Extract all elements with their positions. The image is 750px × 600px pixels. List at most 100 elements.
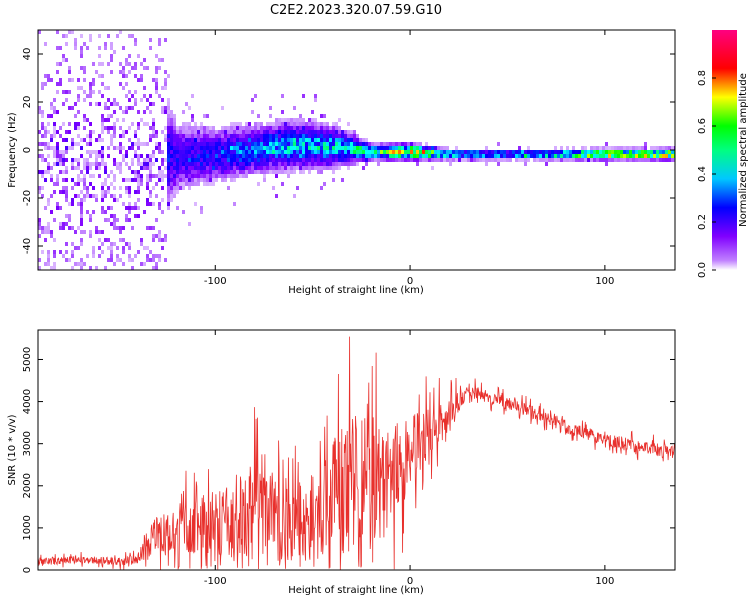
heatmap-cell	[101, 250, 104, 254]
heatmap-cell	[113, 174, 116, 178]
heatmap-cell	[335, 166, 338, 170]
heatmap-cell	[62, 222, 65, 226]
heatmap-cell	[569, 154, 572, 158]
heatmap-cell	[197, 166, 200, 170]
heatmap-cell	[368, 142, 371, 146]
heatmap-cell	[311, 118, 314, 122]
heatmap-cell	[152, 254, 155, 258]
heatmap-cell	[305, 154, 308, 158]
heatmap-cell	[212, 178, 215, 182]
heatmap-cell	[428, 158, 431, 162]
heatmap-cell	[248, 154, 251, 158]
heatmap-cell	[287, 126, 290, 130]
heatmap-cell	[119, 162, 122, 166]
heatmap-cell	[119, 230, 122, 234]
heatmap-cell	[179, 166, 182, 170]
heatmap-cell	[230, 150, 233, 154]
heatmap-cell	[410, 142, 413, 146]
heatmap-cell	[299, 166, 302, 170]
heatmap-cell	[449, 154, 452, 158]
heatmap-cell	[284, 138, 287, 142]
heatmap-cell	[134, 150, 137, 154]
heatmap-cell	[320, 114, 323, 118]
heatmap-cell	[461, 154, 464, 158]
heatmap-cell	[164, 238, 167, 242]
heatmap-cell	[557, 158, 560, 162]
heatmap-cell	[251, 154, 254, 158]
heatmap-cell	[356, 134, 359, 138]
heatmap-cell	[125, 218, 128, 222]
heatmap-cell	[320, 186, 323, 190]
heatmap-cell	[167, 158, 170, 162]
heatmap-cell	[149, 202, 152, 206]
heatmap-cell	[116, 146, 119, 150]
heatmap-cell	[137, 178, 140, 182]
heatmap-cell	[53, 110, 56, 114]
heatmap-cell	[296, 142, 299, 146]
heatmap-cell	[101, 198, 104, 202]
heatmap-cell	[56, 154, 59, 158]
heatmap-cell	[284, 146, 287, 150]
heatmap-cell	[164, 82, 167, 86]
heatmap-cell	[374, 158, 377, 162]
heatmap-cell	[377, 142, 380, 146]
heatmap-cell	[314, 154, 317, 158]
heatmap-cell	[80, 198, 83, 202]
y-tick-label: 5000	[22, 347, 33, 372]
heatmap-cell	[314, 150, 317, 154]
heatmap-cell	[176, 174, 179, 178]
heatmap-cell	[620, 146, 623, 150]
heatmap-cell	[506, 150, 509, 154]
heatmap-cell	[71, 158, 74, 162]
heatmap-cell	[113, 146, 116, 150]
heatmap-cell	[305, 126, 308, 130]
heatmap-cell	[77, 166, 80, 170]
heatmap-cell	[44, 238, 47, 242]
heatmap-cell	[275, 146, 278, 150]
heatmap-cell	[269, 142, 272, 146]
heatmap-cell	[329, 146, 332, 150]
heatmap-cell	[212, 154, 215, 158]
heatmap-cell	[656, 154, 659, 158]
heatmap-cell	[77, 78, 80, 82]
heatmap-cell	[506, 154, 509, 158]
heatmap-cell	[56, 46, 59, 50]
heatmap-cell	[242, 138, 245, 142]
heatmap-cell	[65, 214, 68, 218]
heatmap-cell	[170, 154, 173, 158]
heatmap-cell	[149, 178, 152, 182]
heatmap-cell	[332, 170, 335, 174]
heatmap-cell	[92, 130, 95, 134]
heatmap-cell	[446, 150, 449, 154]
heatmap-cell	[578, 158, 581, 162]
heatmap-cell	[326, 130, 329, 134]
heatmap-cell	[179, 130, 182, 134]
heatmap-cell	[509, 158, 512, 162]
heatmap-cell	[233, 202, 236, 206]
heatmap-cell	[149, 158, 152, 162]
heatmap-cell	[167, 134, 170, 138]
heatmap-cell	[161, 106, 164, 110]
heatmap-cell	[335, 134, 338, 138]
heatmap-cell	[458, 150, 461, 154]
heatmap-cell	[398, 146, 401, 150]
colorbar-tick-label: 0.6	[697, 118, 708, 134]
heatmap-cell	[386, 142, 389, 146]
heatmap-cell	[245, 158, 248, 162]
heatmap-cell	[38, 142, 41, 146]
heatmap-cell	[452, 150, 455, 154]
heatmap-cell	[230, 134, 233, 138]
heatmap-cell	[293, 146, 296, 150]
heatmap-cell	[293, 170, 296, 174]
heatmap-cell	[161, 174, 164, 178]
heatmap-cell	[191, 174, 194, 178]
heatmap-cell	[191, 178, 194, 182]
heatmap-cell	[41, 82, 44, 86]
heatmap-cell	[140, 242, 143, 246]
heatmap-cell	[170, 198, 173, 202]
heatmap-cell	[122, 130, 125, 134]
heatmap-cell	[311, 138, 314, 142]
heatmap-cell	[227, 142, 230, 146]
heatmap-cell	[101, 118, 104, 122]
heatmap-cell	[617, 150, 620, 154]
